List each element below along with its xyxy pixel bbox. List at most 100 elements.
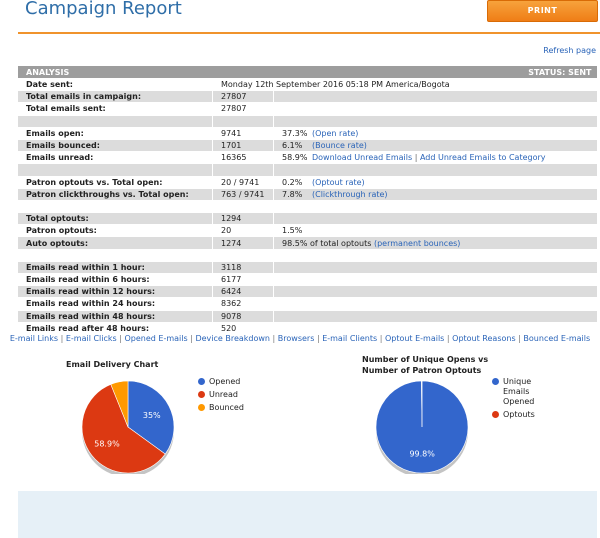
- nav-separator: |: [190, 334, 193, 343]
- nav-separator: |: [272, 334, 276, 343]
- row-value: 6177: [212, 273, 274, 287]
- row-value: Monday 12th September 2016 05:18 PM Amer…: [212, 78, 597, 92]
- nav-link-email-links[interactable]: E-mail Links: [9, 334, 59, 343]
- row-label: Emails unread:: [18, 151, 213, 165]
- table-row: Auto optouts: 1274 98.5% of total optout…: [18, 236, 597, 250]
- row-label: Emails read within 48 hours:: [18, 310, 213, 323]
- row-label: Emails read after 48 hours:: [18, 322, 213, 335]
- bounce-rate-link[interactable]: (Bounce rate): [312, 141, 367, 151]
- optout-rate-link[interactable]: (Optout rate): [312, 177, 365, 187]
- legend-dot: [492, 411, 499, 418]
- nav-link-opened-emails[interactable]: Opened E-mails: [124, 334, 188, 343]
- row-extra: [273, 102, 597, 116]
- spacer-row: [18, 249, 597, 262]
- row-label: Emails read within 24 hours:: [18, 297, 213, 311]
- chart-title-unique-opens: Number of Unique Opens vs Number of Patr…: [362, 355, 489, 375]
- delivery-slice-unread[interactable]: [81, 383, 166, 474]
- map-panel: [18, 491, 597, 538]
- permanent-bounces-link[interactable]: (permanent bounces): [373, 238, 461, 248]
- row-label: Auto optouts:: [18, 236, 213, 250]
- nav-separator: |: [379, 334, 383, 343]
- nav-link-bounced-emails[interactable]: Bounced E-mails: [523, 334, 591, 343]
- add-unread-category-link[interactable]: Add Unread Emails to Category: [419, 153, 546, 163]
- auto-optouts-pct: 98.5% of total optouts: [282, 238, 372, 248]
- row-label: Total emails sent:: [18, 102, 213, 116]
- report-nav-links: E-mail Links | E-mail Clicks | Opened E-…: [0, 334, 600, 343]
- legend-label: Opened: [209, 377, 241, 386]
- row-value: 3118: [212, 261, 274, 275]
- unique-opens-pie-chart: 99.8%: [375, 380, 469, 474]
- table-row: Patron clickthroughs vs. Total open: 763…: [18, 188, 597, 201]
- page-title: Campaign Report: [25, 0, 182, 19]
- row-label: Emails read within 6 hours:: [18, 273, 213, 287]
- nav-separator: |: [119, 334, 122, 343]
- open-rate-pct: 37.3%: [282, 128, 308, 138]
- clickthrough-rate-pct: 7.8%: [282, 189, 303, 199]
- row-value: 20 / 9741: [212, 176, 274, 189]
- table-row: Emails unread: 16365 58.9% Download Unrea…: [18, 151, 597, 165]
- nav-link-optout-emails[interactable]: Optout E-mails: [384, 334, 445, 343]
- nav-link-optout-reasons[interactable]: Optout Reasons: [452, 334, 516, 343]
- unique-opens-slice-optouts[interactable]: [421, 380, 423, 428]
- row-label: Patron optouts:: [18, 224, 213, 238]
- nav-separator: |: [518, 334, 521, 343]
- table-row: Emails read within 24 hours: 8362: [18, 297, 597, 311]
- row-label: Emails bounced:: [18, 139, 213, 153]
- row-value: 9741: [212, 127, 274, 140]
- row-extra: 1.5%: [273, 224, 597, 238]
- nav-separator: |: [60, 334, 64, 343]
- row-value: 1294: [212, 212, 274, 226]
- table-row: Date sent: Monday 12th September 2016 05…: [18, 78, 597, 92]
- row-extra: 7.8% (Clickthrough rate): [273, 188, 597, 201]
- analysis-label: ANALYSIS: [18, 66, 274, 79]
- nav-separator: |: [316, 334, 320, 343]
- refresh-page-link[interactable]: Refresh page: [543, 46, 596, 55]
- nav-link-email-clients[interactable]: E-mail Clients: [322, 334, 378, 343]
- row-value: 27807: [212, 90, 274, 104]
- row-label: Patron optouts vs. Total open:: [18, 176, 213, 189]
- print-button[interactable]: PRINT: [487, 0, 598, 22]
- legend-dot: [198, 378, 205, 385]
- row-value: 1701: [212, 139, 274, 153]
- table-row: Emails read within 1 hour: 3118: [18, 261, 597, 275]
- legend-item-opened: Opened: [198, 377, 244, 387]
- delivery-data-label: 58.9%: [94, 439, 120, 448]
- row-extra: [273, 297, 597, 311]
- row-extra: 58.9% Download Unread Emails | Add Unread…: [273, 151, 597, 165]
- analysis-table: ANALYSIS STATUS: SENT Date sent: Monday …: [18, 66, 597, 335]
- spacer-row: [18, 200, 597, 214]
- row-extra: [273, 273, 597, 287]
- nav-link-browsers[interactable]: Browsers: [277, 334, 315, 343]
- open-rate-link[interactable]: (Open rate): [312, 128, 359, 138]
- nav-link-email-clicks[interactable]: E-mail Clicks: [65, 334, 117, 343]
- table-row: Emails read within 48 hours: 9078: [18, 310, 597, 323]
- spacer-row: [18, 163, 597, 177]
- row-value: 20: [212, 224, 274, 238]
- analysis-header-row: ANALYSIS STATUS: SENT: [18, 66, 597, 79]
- legend-label: Bounced: [209, 403, 244, 412]
- row-value: 520: [212, 322, 274, 335]
- row-extra: 6.1% (Bounce rate): [273, 139, 597, 153]
- clickthrough-rate-link[interactable]: (Clickthrough rate): [312, 189, 388, 199]
- row-value: 16365: [212, 151, 274, 165]
- delivery-slice-bounced[interactable]: [110, 380, 129, 428]
- row-label: Patron clickthroughs vs. Total open:: [18, 188, 213, 201]
- row-label: Total emails in campaign:: [18, 90, 213, 104]
- legend-dot: [492, 378, 499, 385]
- row-extra: [273, 310, 597, 323]
- delivery-data-label: 35%: [143, 411, 161, 420]
- delivery-slice-opened[interactable]: [127, 380, 175, 455]
- download-unread-link[interactable]: Download Unread Emails: [312, 153, 413, 163]
- legend-label: Unique Emails Opened: [503, 377, 535, 406]
- legend-dot: [198, 404, 205, 411]
- legend-label: Optouts: [503, 410, 535, 419]
- bounce-rate-pct: 6.1%: [282, 141, 303, 151]
- row-extra: [273, 261, 597, 275]
- table-row: Emails read after 48 hours: 520: [18, 322, 597, 335]
- row-value: 9078: [212, 310, 274, 323]
- table-row: Emails read within 12 hours: 6424: [18, 285, 597, 299]
- unique-opens-data-label: 99.8%: [409, 450, 435, 459]
- row-label: Total optouts:: [18, 212, 213, 226]
- status-badge: STATUS: SENT: [273, 66, 597, 79]
- nav-link-device-breakdown[interactable]: Device Breakdown: [195, 334, 270, 343]
